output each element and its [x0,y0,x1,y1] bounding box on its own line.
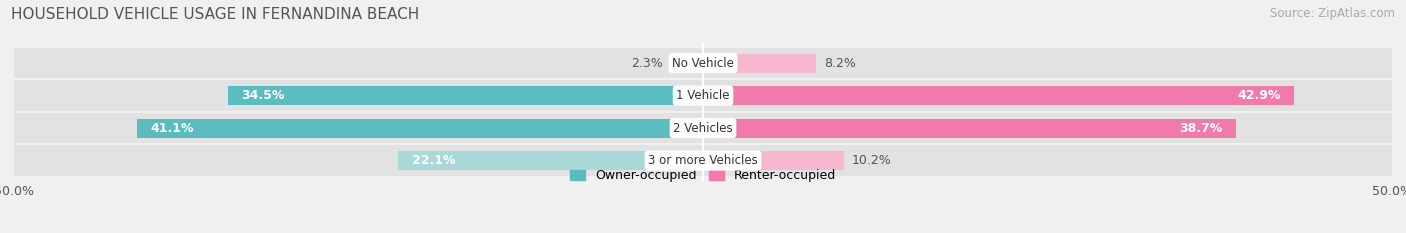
Text: 38.7%: 38.7% [1180,122,1222,135]
Bar [136,119,703,137]
Bar [703,151,844,170]
Bar [228,86,703,105]
Text: 2 Vehicles: 2 Vehicles [673,122,733,135]
Bar [14,80,1392,111]
Bar [703,86,1294,105]
Bar [14,48,1392,78]
Text: 10.2%: 10.2% [852,154,891,167]
Text: 2.3%: 2.3% [631,57,664,70]
Text: 41.1%: 41.1% [150,122,194,135]
Text: 1 Vehicle: 1 Vehicle [676,89,730,102]
Bar [671,54,703,72]
Text: No Vehicle: No Vehicle [672,57,734,70]
Text: 3 or more Vehicles: 3 or more Vehicles [648,154,758,167]
Text: HOUSEHOLD VEHICLE USAGE IN FERNANDINA BEACH: HOUSEHOLD VEHICLE USAGE IN FERNANDINA BE… [11,7,419,22]
Text: 42.9%: 42.9% [1237,89,1281,102]
Text: 34.5%: 34.5% [242,89,285,102]
Text: 22.1%: 22.1% [412,154,456,167]
Bar [14,113,1392,143]
Text: Source: ZipAtlas.com: Source: ZipAtlas.com [1270,7,1395,20]
Bar [703,119,1236,137]
Bar [703,54,815,72]
Text: 8.2%: 8.2% [824,57,856,70]
Bar [398,151,703,170]
Legend: Owner-occupied, Renter-occupied: Owner-occupied, Renter-occupied [569,169,837,182]
Bar [14,145,1392,176]
